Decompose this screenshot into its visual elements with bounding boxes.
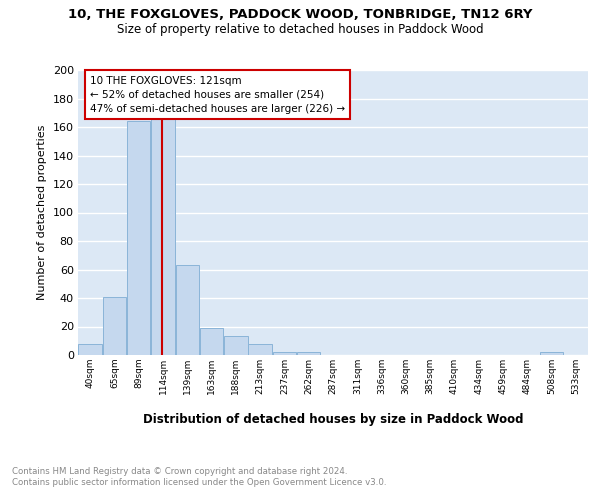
Text: Size of property relative to detached houses in Paddock Wood: Size of property relative to detached ho… (116, 24, 484, 36)
Bar (200, 328, 223, 355)
Bar (272, 352, 296, 355)
Text: Distribution of detached houses by size in Paddock Wood: Distribution of detached houses by size … (143, 412, 523, 426)
Bar (297, 352, 320, 355)
Bar (224, 336, 248, 355)
Bar (248, 344, 272, 355)
Text: 10 THE FOXGLOVES: 121sqm
← 52% of detached houses are smaller (254)
47% of semi-: 10 THE FOXGLOVES: 121sqm ← 52% of detach… (90, 76, 345, 114)
Bar (79, 344, 102, 355)
Bar (103, 296, 126, 355)
Bar (127, 122, 151, 355)
Bar (151, 116, 175, 355)
Bar (176, 265, 199, 355)
Text: 10, THE FOXGLOVES, PADDOCK WOOD, TONBRIDGE, TN12 6RY: 10, THE FOXGLOVES, PADDOCK WOOD, TONBRID… (68, 8, 532, 20)
Y-axis label: Number of detached properties: Number of detached properties (37, 125, 47, 300)
Bar (540, 352, 563, 355)
Text: Contains HM Land Registry data © Crown copyright and database right 2024.
Contai: Contains HM Land Registry data © Crown c… (12, 468, 386, 487)
